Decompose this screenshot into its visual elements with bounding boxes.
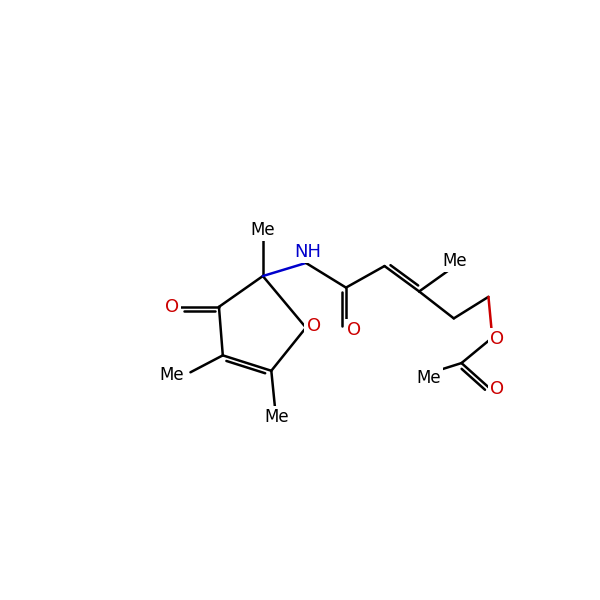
Text: O: O bbox=[347, 321, 361, 339]
Text: O: O bbox=[490, 330, 504, 348]
Text: Me: Me bbox=[417, 370, 442, 388]
Text: Me: Me bbox=[442, 251, 467, 269]
Text: NH: NH bbox=[294, 243, 321, 261]
Text: O: O bbox=[307, 317, 321, 335]
Text: Me: Me bbox=[265, 408, 289, 426]
Text: Me: Me bbox=[160, 367, 184, 385]
Text: O: O bbox=[165, 298, 179, 316]
Text: Me: Me bbox=[251, 221, 275, 239]
Text: O: O bbox=[490, 380, 504, 398]
